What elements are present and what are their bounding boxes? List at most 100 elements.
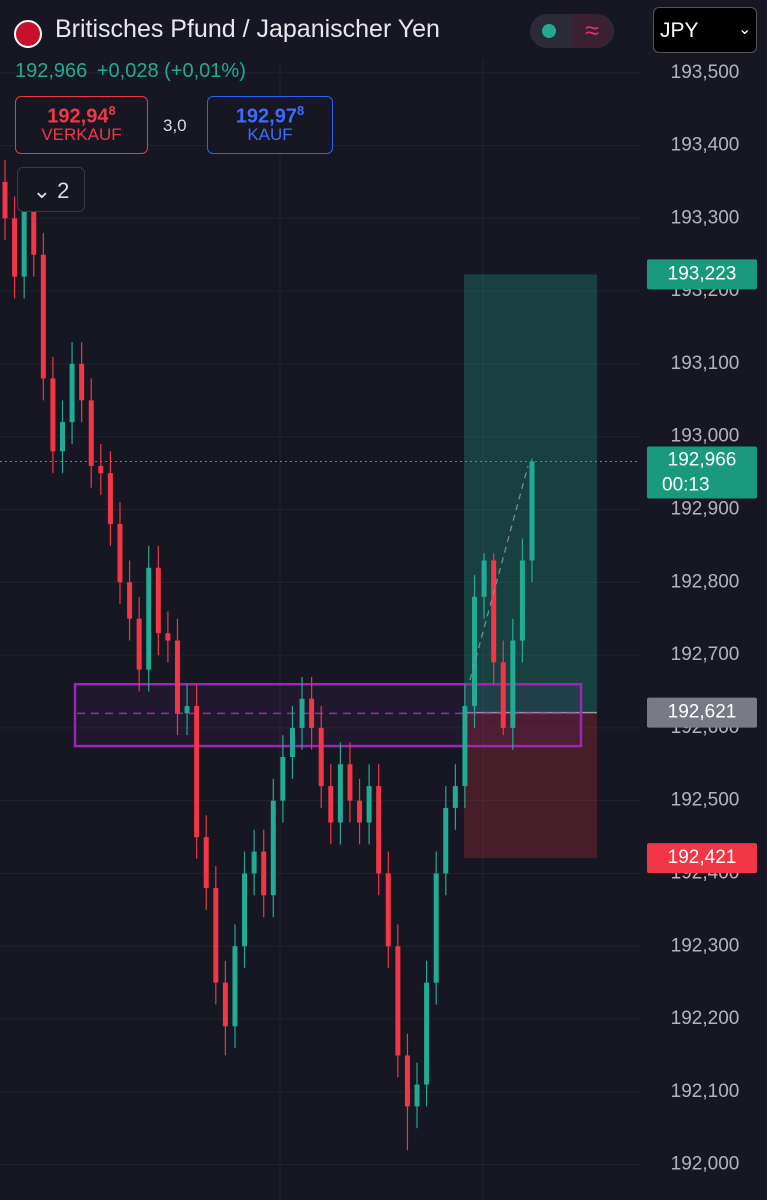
y-tick-label: 193,500	[671, 62, 740, 83]
price-tag-label: 192,421	[668, 847, 737, 868]
spread: 3,0	[163, 116, 187, 135]
candle-body	[385, 873, 391, 947]
y-tick-label: 193,000	[671, 426, 740, 447]
symbol-title[interactable]: Britisches Pfund / Japanischer Yen	[55, 15, 440, 43]
y-tick-label: 192,200	[671, 1008, 740, 1029]
candle-body	[452, 786, 458, 808]
candle-body	[146, 567, 152, 670]
candle-body	[107, 473, 113, 525]
currency-dropdown[interactable]: JPY ⌄	[653, 7, 757, 53]
candle-body	[500, 662, 506, 728]
y-tick-label: 192,100	[671, 1081, 740, 1102]
candle-body	[424, 982, 430, 1085]
candle-body	[232, 946, 238, 1027]
candle-body	[376, 786, 382, 874]
candle-body	[40, 254, 46, 379]
loss-zone	[464, 712, 597, 859]
candle-body	[519, 560, 525, 641]
y-tick-label: 192,000	[671, 1154, 740, 1175]
candle-body	[289, 727, 295, 757]
candle-body	[79, 363, 85, 401]
y-tick-label: 192,500	[671, 790, 740, 811]
candle-body	[443, 807, 449, 874]
candle-body	[481, 560, 487, 597]
candle-body	[98, 465, 104, 474]
candle-body	[299, 698, 305, 728]
y-tick-label: 193,100	[671, 353, 740, 374]
projection-arrow	[469, 465, 529, 681]
candle-body	[203, 837, 209, 889]
chevron: ⌄	[32, 178, 58, 203]
price-tag-label: 192,621	[668, 702, 737, 723]
candle-body	[69, 363, 75, 423]
indicator-count: 2	[57, 178, 70, 203]
candle-body	[337, 764, 343, 823]
status-toggle[interactable]: ≈	[530, 14, 614, 48]
candle-body	[462, 706, 468, 787]
y-tick-label: 192,700	[671, 644, 740, 665]
wave-icon: ≈	[572, 14, 612, 48]
buy-button[interactable]: 192,978 KAUF	[207, 96, 333, 154]
candle-body	[127, 582, 133, 619]
sell-label: VERKAUF	[41, 124, 122, 144]
market-open-dot	[542, 24, 556, 38]
last-price-line: 192,966 +0,028 (+0,01%)	[15, 60, 246, 83]
sell-digit: 8	[108, 103, 116, 118]
dropdown-arrow: ⌄	[738, 21, 752, 38]
candle-body	[12, 218, 18, 277]
support-zone	[73, 682, 583, 748]
candle-body	[184, 706, 190, 714]
candle-body	[357, 800, 363, 823]
indicator-toggle[interactable]: ⌄ 2	[17, 167, 85, 212]
candle-body	[242, 873, 248, 947]
candle-body	[491, 560, 497, 663]
y-tick-label: 193,400	[671, 135, 740, 156]
candle-body	[88, 400, 94, 466]
price-tag-label: 192,966	[668, 449, 737, 470]
candle-body	[155, 567, 161, 634]
price-tag	[647, 843, 757, 874]
currency: JPY	[660, 19, 699, 42]
sell-button[interactable]: 192,948 VERKAUF	[15, 96, 148, 154]
buy-label: KAUF	[247, 124, 293, 144]
candle-body	[59, 422, 65, 452]
candle-body	[2, 181, 8, 219]
candle-body	[404, 1055, 410, 1107]
candle-body	[414, 1084, 420, 1107]
flag-icon	[14, 20, 42, 48]
candle-body	[318, 727, 324, 787]
candle-body	[261, 851, 267, 896]
candle-body	[280, 756, 286, 801]
y-tick-label: 192,900	[671, 499, 740, 520]
candle-body	[395, 946, 401, 1056]
candle-body	[213, 888, 219, 983]
candle-body	[510, 640, 516, 728]
last-price: 192,966	[15, 60, 88, 82]
candle-body	[529, 461, 535, 561]
y-tick-label: 193,300	[671, 207, 740, 228]
candle-body	[366, 786, 372, 823]
buy-digit: 8	[296, 103, 305, 118]
price-tag	[647, 259, 757, 290]
candle-body	[472, 596, 478, 707]
candle-body	[222, 982, 228, 1027]
candle-body	[309, 698, 315, 728]
candle-body	[328, 786, 334, 823]
candle-body	[194, 706, 200, 838]
price-change: +0,028 (+0,01%)	[96, 60, 246, 82]
candle-body	[117, 524, 123, 583]
y-tick-label: 192,300	[671, 935, 740, 956]
candle-body	[347, 764, 353, 801]
candle-body	[251, 851, 257, 874]
price-tag	[647, 446, 757, 499]
candle-body	[21, 203, 27, 277]
candle-body	[174, 640, 180, 714]
candle-body	[270, 800, 276, 896]
candle-body	[165, 633, 171, 641]
candle-body	[433, 873, 439, 983]
price-tag	[647, 697, 757, 728]
candle-body	[50, 378, 56, 452]
candle-body	[31, 203, 37, 255]
